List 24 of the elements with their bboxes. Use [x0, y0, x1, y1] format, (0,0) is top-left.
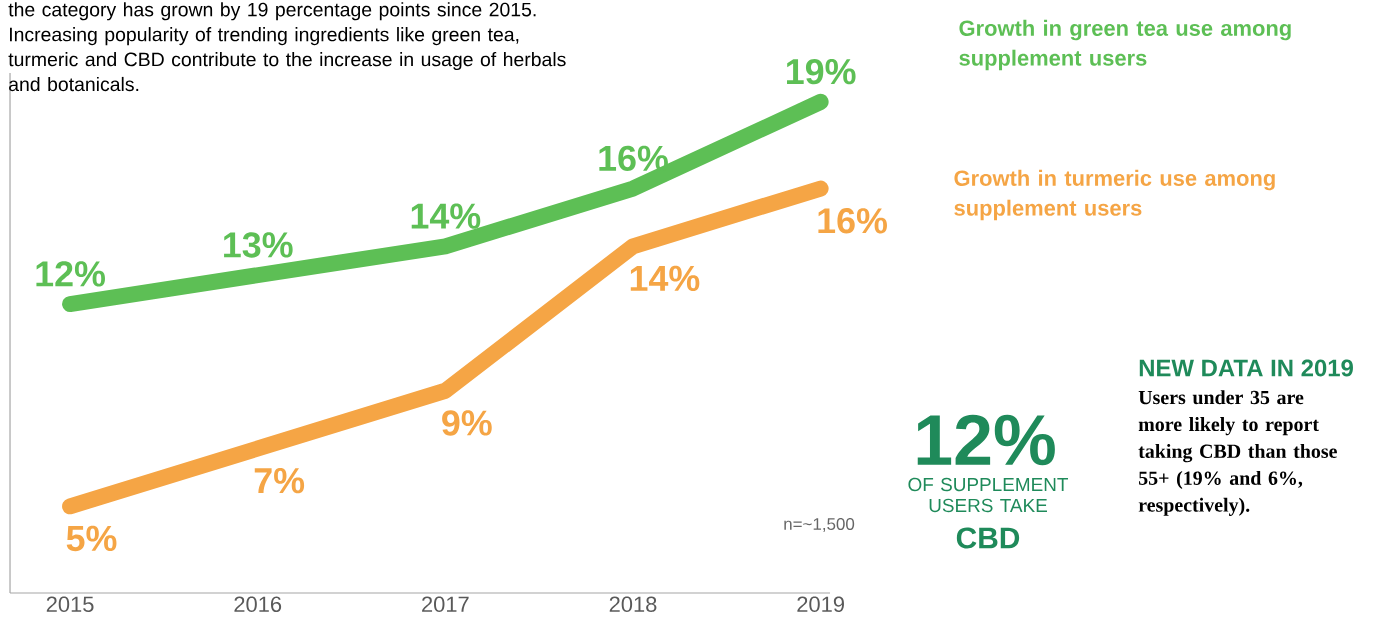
- annotation: the category has grown by 19 percentage points since 2015. Increasing popularity of trending ingredients like green tea, turmeric and CBD contribute to the increase in usage of herbals and botanicals.: [8, 2, 566, 92]
- annotation: n=~1,500: [784, 517, 855, 532]
- text: Users under 35 are more likely to report taking CBD than those 55+ (19% and 6%, respectively).: [1138, 390, 1337, 516]
- text: CBD: [956, 527, 1020, 549]
- data-label: 12%: [36, 261, 105, 287]
- data-label: 19%: [787, 58, 856, 85]
- data-label: 16%: [599, 145, 668, 172]
- text: NEW DATA IN 2019: [1139, 359, 1353, 377]
- data-label: 7%: [254, 468, 305, 494]
- text: 12%: [917, 414, 1055, 466]
- data-label: 14%: [411, 203, 481, 229]
- x-tick-label: 2018: [609, 596, 657, 613]
- data-label: 16%: [818, 208, 887, 234]
- x-tick-label: 2015: [46, 596, 94, 613]
- data-label: 14%: [630, 265, 700, 292]
- x-tick-label: 2016: [234, 596, 282, 613]
- text: Growth in green tea use among supplement users: [959, 19, 1291, 71]
- data-label: 5%: [66, 525, 117, 552]
- x-tick-label: 2019: [797, 596, 844, 613]
- text: OF SUPPLEMENT USERS TAKE: [908, 477, 1069, 513]
- data-label: 9%: [442, 410, 492, 436]
- data-label: 13%: [224, 232, 293, 258]
- text: Growth in turmeric use among supplement users: [954, 169, 1275, 221]
- x-tick-label: 2017: [422, 596, 469, 613]
